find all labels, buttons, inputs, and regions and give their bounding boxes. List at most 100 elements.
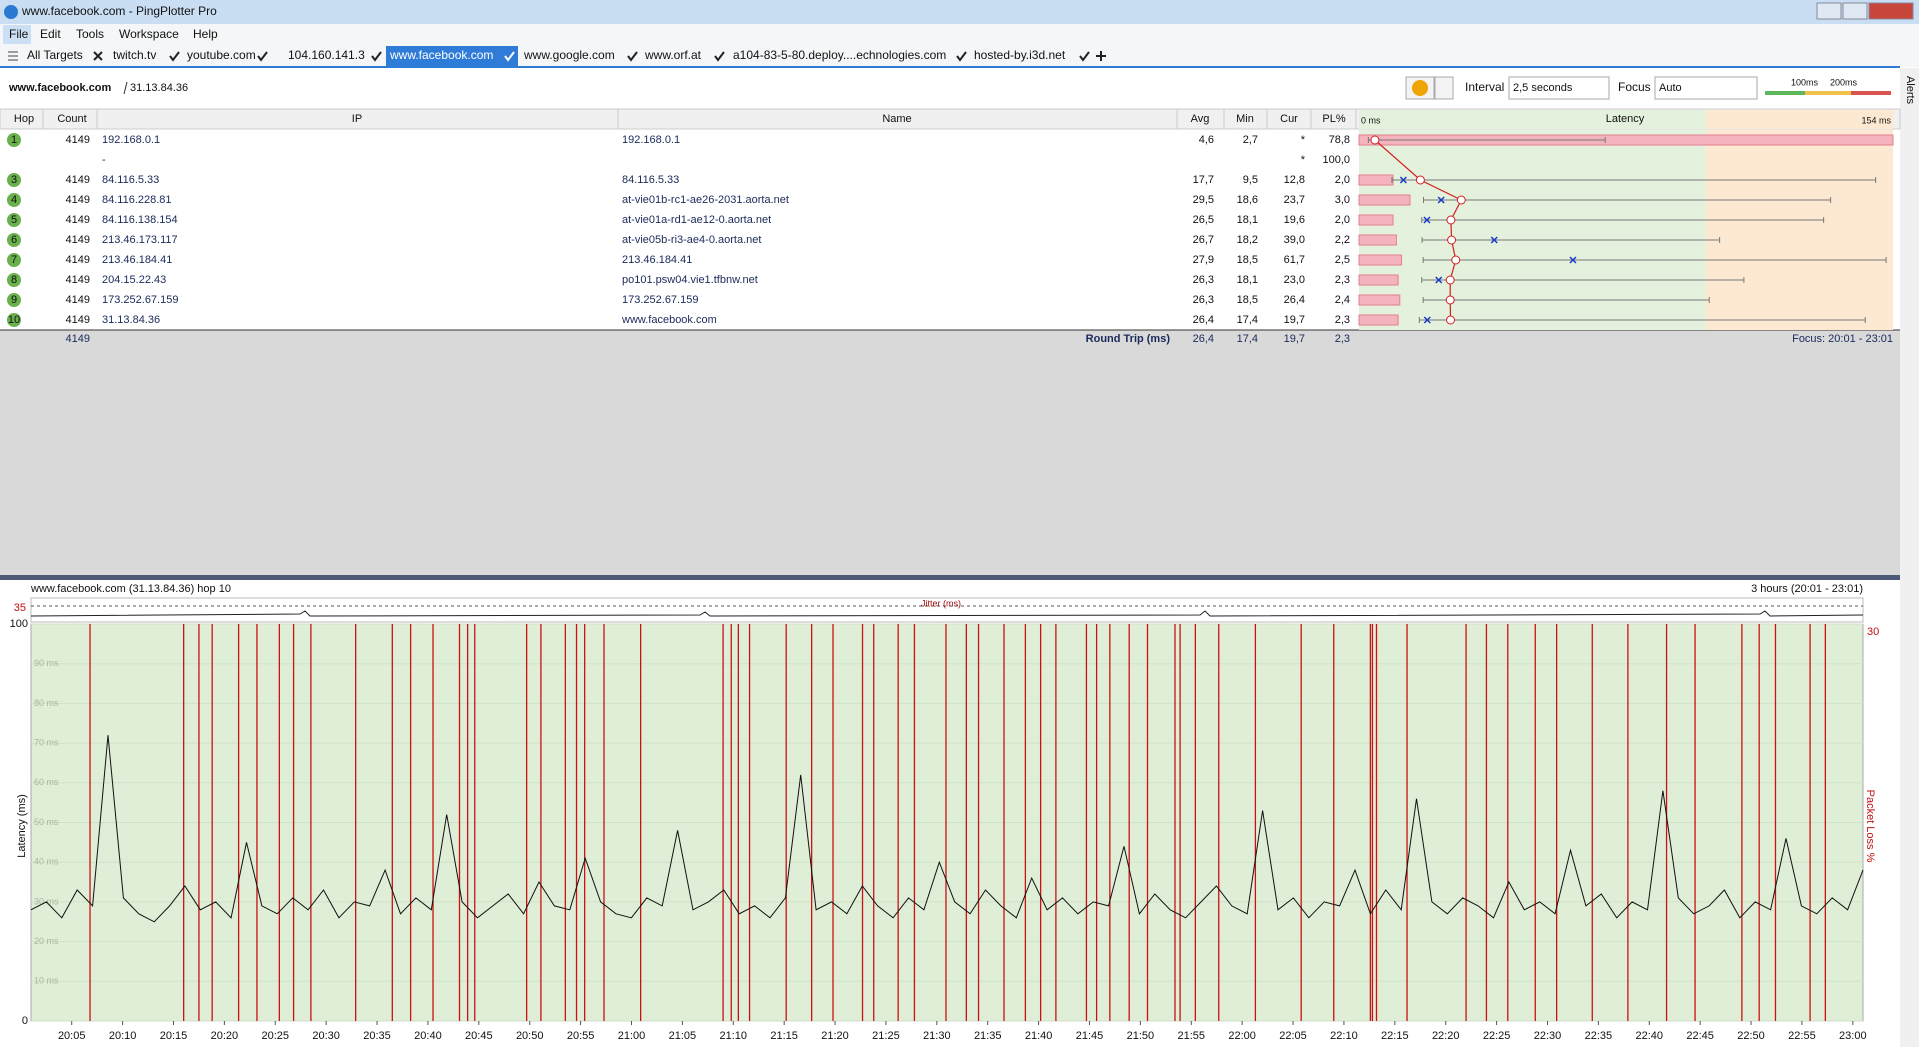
cell-hop: 8 [11, 274, 17, 286]
avg-marker [1447, 235, 1457, 245]
column-header[interactable]: Min [1236, 113, 1254, 125]
cell-ip: 84.116.5.33 [102, 174, 159, 186]
jitter-tick-label: 35 [14, 602, 26, 614]
menu-item[interactable]: Workspace [119, 27, 179, 41]
x-tick-label: 22:15 [1381, 1030, 1409, 1042]
alerts-tab[interactable]: Alerts [1904, 76, 1916, 105]
close-icon[interactable] [93, 51, 103, 61]
tab[interactable]: All Targets [27, 48, 83, 62]
column-header[interactable]: Hop [14, 113, 34, 125]
cell-name: at-vie01b-rc1-ae26-2031.aorta.net [622, 194, 789, 206]
cell-cur: 19,7 [1284, 314, 1305, 326]
tab[interactable]: www.google.com [523, 48, 615, 62]
x-tick-label: 22:10 [1330, 1030, 1358, 1042]
y-tick-label: 90 ms [34, 658, 59, 668]
menu-item[interactable]: File [9, 27, 29, 41]
splitter[interactable] [0, 575, 1900, 580]
maximize-button[interactable] [1842, 2, 1868, 20]
tab[interactable]: 104.160.141.3 [288, 48, 365, 62]
add-tab-icon[interactable] [1096, 51, 1106, 61]
tab[interactable]: hosted-by.i3d.net [974, 48, 1066, 62]
x-tick-label: 22:40 [1636, 1030, 1664, 1042]
x-tick-label: 20:10 [109, 1030, 137, 1042]
focus-select[interactable] [1654, 76, 1758, 100]
interval-select[interactable] [1508, 76, 1610, 100]
check-icon [371, 51, 382, 62]
cell-name: at-vie05b-ri3-ae4-0.aorta.net [622, 234, 761, 246]
close-button[interactable] [1868, 2, 1914, 20]
cell-hop: 9 [11, 294, 17, 306]
hop-badge [7, 173, 21, 187]
graph-title: www.facebook.com (31.13.84.36) hop 10 [30, 583, 231, 595]
menu-item[interactable]: Edit [40, 27, 61, 41]
hop-badge [7, 273, 21, 287]
threshold-label: 200ms [1830, 77, 1858, 87]
check-icon [714, 51, 725, 62]
column-header[interactable]: PL% [1322, 113, 1345, 125]
tab[interactable]: www.facebook.com [389, 48, 493, 62]
column-header[interactable]: Cur [1280, 113, 1298, 125]
round-trip-pl: 2,3 [1335, 333, 1350, 345]
menu-item[interactable]: Help [193, 27, 218, 41]
cell-avg: 26,3 [1193, 274, 1214, 286]
avg-marker [1445, 275, 1455, 285]
cell-count: 4149 [66, 274, 90, 286]
latency-header-zone-good [1359, 110, 1706, 129]
y2-axis-label: Packet Loss % [1864, 790, 1876, 863]
y-tick-label: 60 ms [34, 777, 59, 787]
current-marker [1437, 196, 1445, 204]
tab[interactable]: a104-83-5-80.deploy....echnologies.com [733, 48, 946, 62]
x-tick-label: 22:05 [1279, 1030, 1307, 1042]
x-tick-label: 20:15 [160, 1030, 188, 1042]
cell-name: at-vie01a-rd1-ae12-0.aorta.net [622, 214, 771, 226]
latency-good-zone [1359, 130, 1706, 330]
alerts-sidebar[interactable] [1900, 68, 1919, 1047]
tab[interactable]: twitch.tv [113, 48, 156, 62]
cell-avg: 26,4 [1193, 314, 1214, 326]
latency-warn-zone [1705, 130, 1893, 330]
cell-min: 9,5 [1243, 174, 1258, 186]
x-tick-label: 21:50 [1127, 1030, 1155, 1042]
cell-name: po101.psw04.vie1.tfbnw.net [622, 274, 758, 286]
cell-count: 4149 [66, 294, 90, 306]
y-tick-label: 0 [22, 1015, 28, 1027]
packet-loss-bar [1358, 174, 1394, 186]
x-tick-label: 21:40 [1025, 1030, 1053, 1042]
latency-max-label: 154 ms [1861, 115, 1891, 125]
x-tick-label: 20:35 [363, 1030, 391, 1042]
cell-ip: - [102, 154, 106, 166]
interval-value: 2,5 seconds [1513, 82, 1573, 94]
x-tick-label: 22:45 [1686, 1030, 1714, 1042]
avg-marker [1451, 255, 1461, 265]
pause-dropdown[interactable] [1434, 76, 1454, 100]
menu-bar [0, 24, 1919, 45]
tab[interactable]: youtube.com [187, 48, 256, 62]
y-tick-label: 80 ms [34, 698, 59, 708]
cell-name: www.facebook.com [621, 314, 717, 326]
column-header[interactable]: Name [882, 113, 911, 125]
column-header[interactable]: Count [57, 113, 86, 125]
packet-loss-bar [1358, 274, 1399, 286]
hop-badge [7, 253, 21, 267]
tab[interactable]: www.orf.at [644, 48, 702, 62]
avg-marker [1415, 175, 1425, 185]
target-name: www.facebook.com [8, 82, 112, 94]
menu-item[interactable]: Tools [76, 27, 104, 41]
cell-hop: 7 [11, 254, 17, 266]
column-header[interactable]: IP [352, 113, 362, 125]
column-header[interactable]: Avg [1191, 113, 1210, 125]
x-tick-label: 21:00 [618, 1030, 646, 1042]
minimize-button[interactable] [1816, 2, 1842, 20]
cell-pl: 3,0 [1335, 194, 1350, 206]
x-tick-label: 22:00 [1228, 1030, 1256, 1042]
cell-cur: * [1301, 134, 1306, 146]
x-tick-label: 20:20 [211, 1030, 239, 1042]
cell-pl: 2,0 [1335, 214, 1350, 226]
x-tick-label: 21:10 [720, 1030, 748, 1042]
avg-marker [1456, 195, 1466, 205]
check-icon [956, 51, 967, 62]
cell-avg: 29,5 [1193, 194, 1214, 206]
check-icon [1079, 51, 1090, 62]
x-tick-label: 22:35 [1585, 1030, 1613, 1042]
